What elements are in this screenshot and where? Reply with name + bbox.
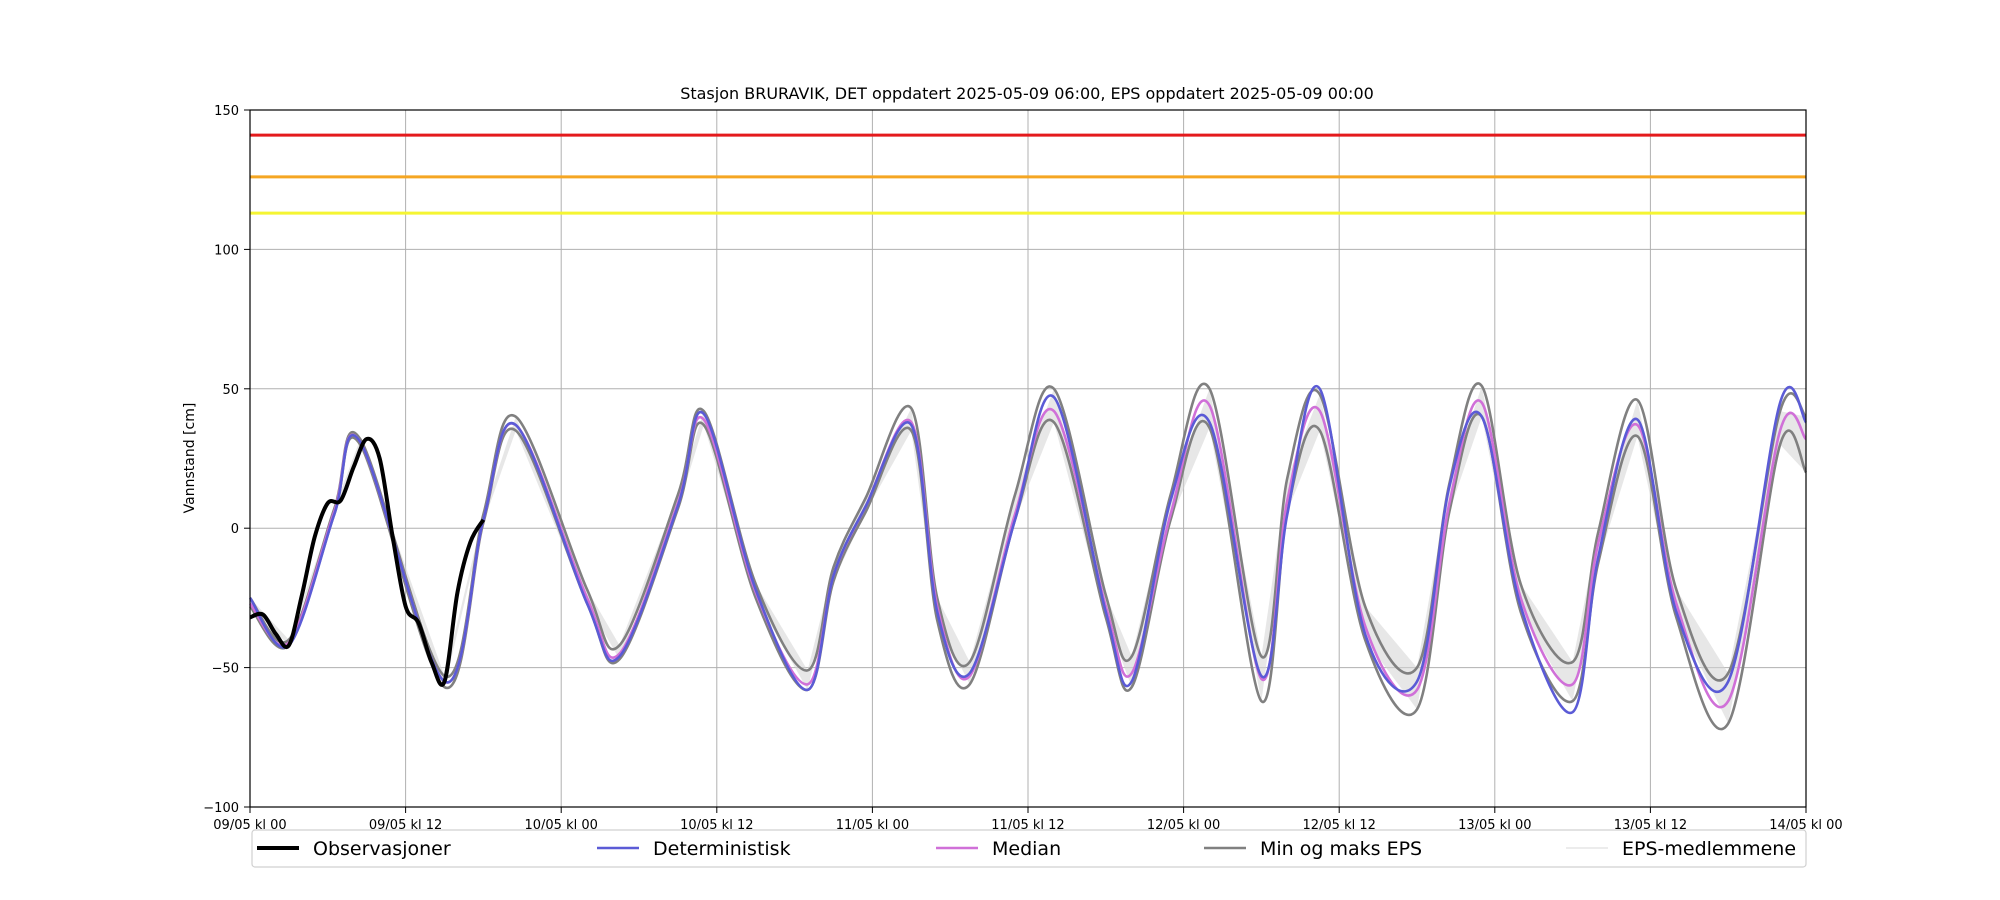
x-tick-label: 10/05 kl 12 (680, 818, 753, 833)
y-axis-label: Vannstand [cm] (182, 403, 198, 514)
x-tick-label: 10/05 kl 00 (524, 818, 597, 833)
y-tick-label: 100 (214, 243, 239, 258)
x-tick-label: 12/05 kl 12 (1302, 818, 1375, 833)
series-line-observasjoner (249, 436, 486, 687)
x-tick-label: 09/05 kl 12 (369, 818, 442, 833)
x-tick-label: 12/05 kl 00 (1147, 818, 1220, 833)
y-tick-label: −50 (212, 662, 239, 677)
y-axis: −100 −50 0 50 100 150 (203, 104, 250, 816)
threshold-lines (250, 133, 1806, 215)
x-tick-label: 13/05 kl 12 (1614, 818, 1687, 833)
x-tick-label: 11/05 kl 12 (991, 818, 1064, 833)
y-tick-label: −100 (203, 801, 239, 816)
legend-label-deterministisk: Deterministisk (653, 838, 791, 860)
y-tick-label: 50 (222, 383, 239, 398)
legend-box (251, 829, 1807, 868)
legend-label-eps-medlemmene: EPS-medlemmene (1622, 838, 1796, 860)
series-line-eps-min (248, 412, 1808, 731)
legend-label-min-maks-eps: Min og maks EPS (1260, 838, 1422, 860)
legend-label-median: Median (992, 838, 1061, 860)
y-tick-label: 150 (214, 104, 239, 119)
x-tick-label: 09/05 kl 00 (213, 818, 286, 833)
chart-title: Stasjon BRURAVIK, DET oppdatert 2025-05-… (680, 84, 1374, 103)
series-lines (248, 382, 1808, 731)
x-tick-label: 14/05 kl 00 (1769, 818, 1842, 833)
legend-label-observasjoner: Observasjoner (313, 838, 451, 860)
series-line-deterministisk (248, 384, 1808, 715)
x-axis: 09/05 kl 00 09/05 kl 12 10/05 kl 00 10/05 k… (213, 807, 1843, 833)
x-tick-label: 13/05 kl 00 (1458, 818, 1531, 833)
x-tick-label: 11/05 kl 00 (836, 818, 909, 833)
y-tick-label: 0 (231, 522, 239, 537)
series-line-eps-max (248, 382, 1807, 682)
legend: Observasjoner Deterministisk Median Min … (251, 829, 1807, 868)
